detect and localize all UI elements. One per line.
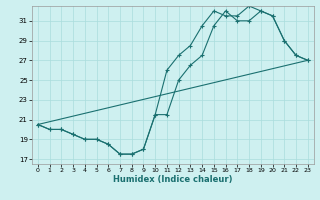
X-axis label: Humidex (Indice chaleur): Humidex (Indice chaleur) [113, 175, 233, 184]
